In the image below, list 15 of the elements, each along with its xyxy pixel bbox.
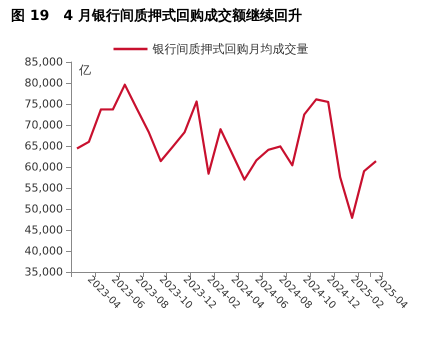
legend-label: 银行间质押式回购月均成交量 bbox=[152, 42, 308, 56]
y-tick-label: 35,000 bbox=[24, 266, 63, 278]
y-tick-label: 65,000 bbox=[24, 140, 63, 152]
y-axis-title: 亿 bbox=[78, 63, 91, 77]
y-tick-label: 40,000 bbox=[24, 244, 63, 258]
y-tick-label: 85,000 bbox=[24, 56, 63, 68]
chart-title: 图 19 4 月银行间质押式回购成交额继续回升 bbox=[11, 7, 302, 24]
y-tick-label: 80,000 bbox=[24, 76, 63, 90]
line-series bbox=[76, 84, 378, 219]
y-tick-label: 45,000 bbox=[24, 224, 63, 236]
y-tick-label: 70,000 bbox=[24, 118, 63, 132]
y-tick-label: 60,000 bbox=[24, 160, 63, 174]
y-tick-label: 75,000 bbox=[24, 98, 63, 110]
y-tick-label: 55,000 bbox=[24, 182, 63, 194]
y-tick-label: 50,000 bbox=[24, 202, 63, 216]
